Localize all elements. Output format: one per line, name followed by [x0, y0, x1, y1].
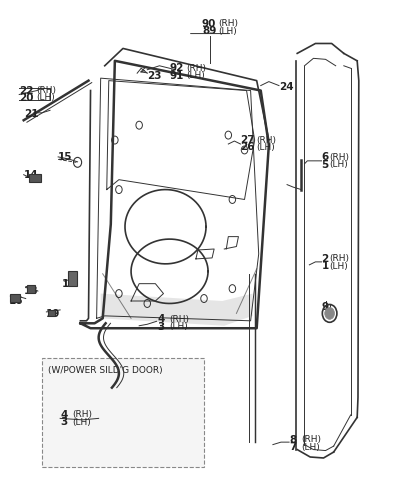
Text: 6: 6: [322, 152, 329, 162]
Text: (LH): (LH): [36, 94, 55, 103]
FancyBboxPatch shape: [10, 293, 20, 302]
Text: 23: 23: [147, 71, 162, 81]
Text: 91: 91: [170, 71, 184, 81]
Text: 4: 4: [60, 410, 67, 420]
Text: (RH): (RH): [257, 135, 277, 144]
Text: (LH): (LH): [257, 143, 275, 152]
Text: 8: 8: [289, 435, 296, 445]
Text: (RH): (RH): [218, 19, 238, 28]
Text: 21: 21: [24, 109, 38, 120]
FancyBboxPatch shape: [27, 285, 35, 293]
Text: 27: 27: [240, 135, 255, 145]
Text: (LH): (LH): [301, 443, 320, 452]
Text: 89: 89: [202, 26, 216, 36]
Text: 17: 17: [62, 279, 77, 289]
Text: 3: 3: [157, 322, 165, 332]
Text: (LH): (LH): [330, 262, 348, 271]
Text: 19: 19: [46, 309, 60, 319]
Text: 26: 26: [240, 142, 255, 152]
Text: (LH): (LH): [186, 71, 204, 80]
FancyBboxPatch shape: [29, 174, 41, 182]
Text: 16: 16: [9, 296, 23, 306]
Text: 20: 20: [20, 93, 34, 103]
Text: (RH): (RH): [301, 435, 321, 444]
Text: (RH): (RH): [330, 254, 350, 263]
Text: (RH): (RH): [72, 410, 92, 419]
Text: 15: 15: [58, 152, 73, 162]
Text: (LH): (LH): [170, 322, 188, 331]
Text: 3: 3: [60, 417, 67, 427]
Text: 22: 22: [20, 86, 34, 96]
Text: 4: 4: [157, 314, 165, 324]
Text: 14: 14: [24, 170, 38, 180]
Text: 9: 9: [322, 302, 328, 312]
Text: 18: 18: [24, 286, 38, 296]
Text: (LH): (LH): [330, 160, 348, 169]
FancyBboxPatch shape: [42, 358, 204, 467]
Text: 92: 92: [170, 63, 184, 73]
Text: (RH): (RH): [36, 86, 56, 95]
FancyBboxPatch shape: [48, 310, 55, 316]
Text: 5: 5: [322, 160, 329, 170]
Text: 24: 24: [279, 82, 294, 92]
Circle shape: [325, 307, 335, 319]
Polygon shape: [101, 293, 253, 326]
Text: (RH): (RH): [186, 64, 206, 73]
Text: (RH): (RH): [170, 315, 190, 324]
Text: 1: 1: [322, 261, 329, 271]
FancyBboxPatch shape: [68, 271, 77, 286]
Text: 2: 2: [322, 254, 329, 264]
Text: 7: 7: [289, 442, 297, 452]
Text: (W/POWER SILD'G DOOR): (W/POWER SILD'G DOOR): [48, 366, 163, 375]
Text: 90: 90: [202, 18, 216, 29]
Text: (LH): (LH): [72, 418, 91, 427]
Text: (RH): (RH): [330, 153, 350, 162]
Text: (LH): (LH): [218, 26, 237, 35]
